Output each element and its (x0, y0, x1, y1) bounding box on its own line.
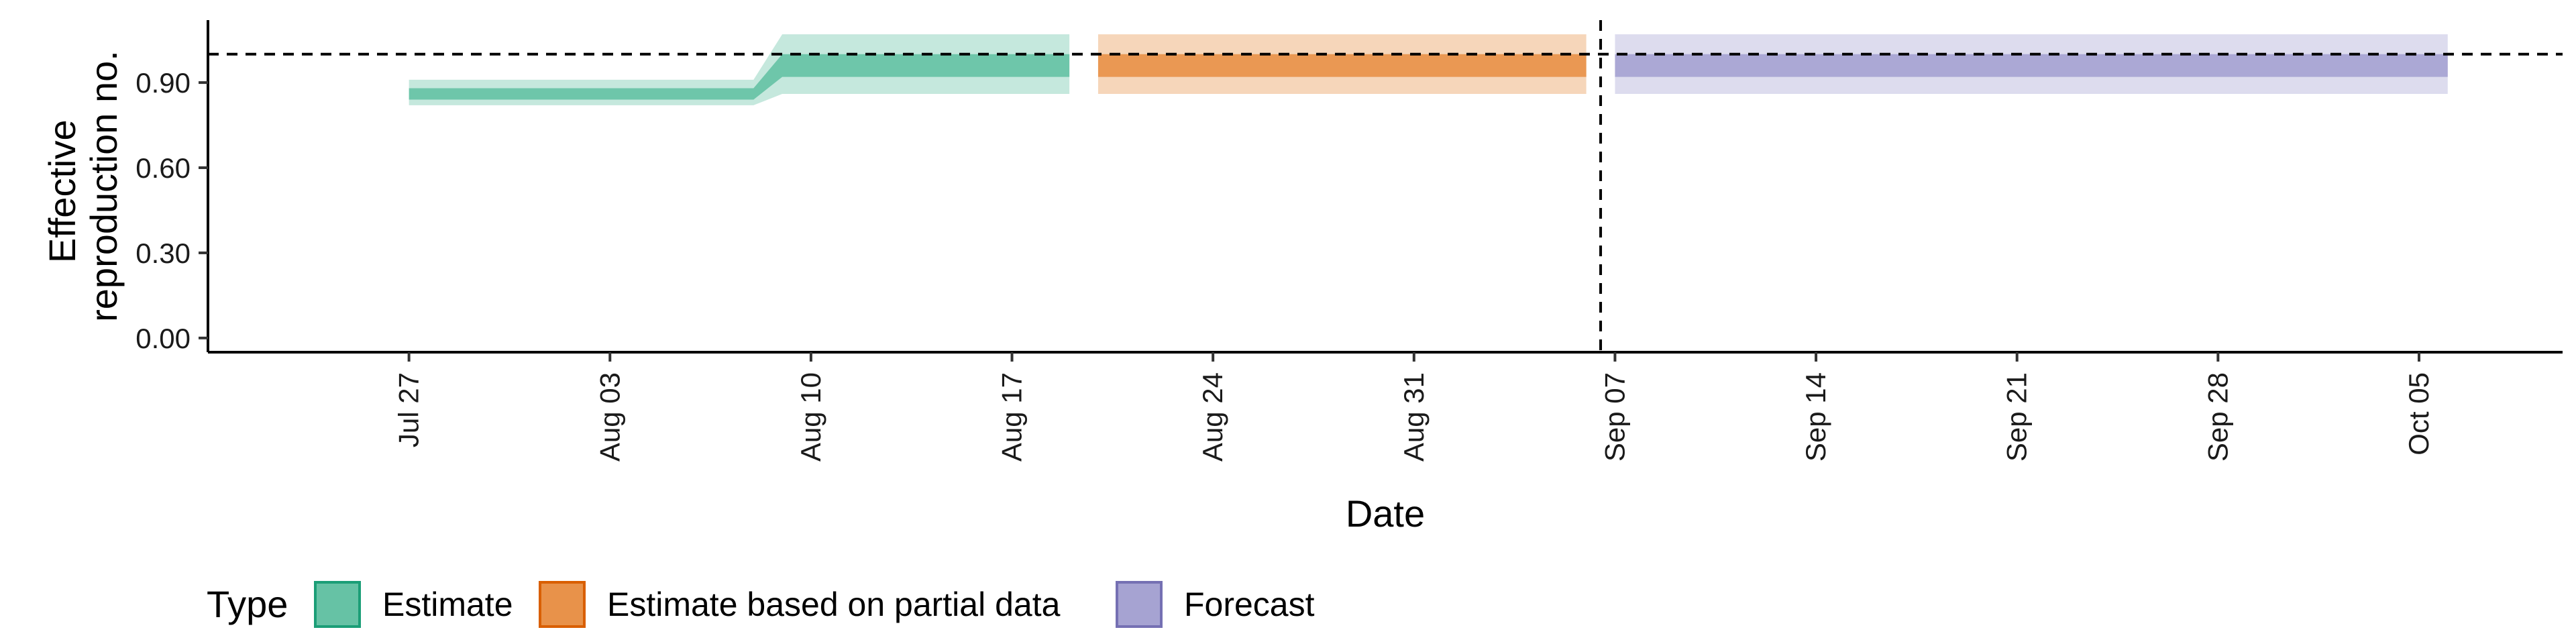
y-tick-label-1: 0.30 (136, 237, 191, 269)
x-tick-label-0: Jul 27 (393, 372, 425, 447)
y-tick-label-3: 0.90 (136, 67, 191, 99)
ribbon-50-2 (1615, 54, 2448, 77)
y-tick-label-0: 0.00 (136, 323, 191, 354)
legend-label-0: Estimate (382, 586, 513, 623)
axes-layer: 0.00 0.30 0.60 0.90 Jul 27 Aug 03 Aug 10 Aug 17… (136, 20, 2563, 462)
legend-label-2: Forecast (1184, 586, 1315, 623)
y-axis-title-line-1: Effective (41, 119, 83, 263)
x-tick-label-10: Oct 05 (2403, 372, 2434, 455)
ribbon-90-0 (409, 34, 1070, 105)
y-axis-title-line-2: reproduction no. (83, 50, 125, 322)
x-axis-title: Date (1346, 492, 1425, 535)
x-tick-label-1: Aug 03 (594, 372, 625, 462)
legend-label-1: Estimate based on partial data (607, 586, 1061, 623)
x-tick-label-8: Sep 21 (2001, 372, 2033, 462)
reference-lines (208, 20, 2563, 352)
ribbon-50-0 (409, 54, 1070, 100)
x-tick-label-7: Sep 14 (1800, 372, 1831, 462)
legend: Type Estimate Estimate based on partial d… (207, 581, 1315, 628)
x-tick-label-3: Aug 17 (996, 372, 1028, 462)
x-tick-label-6: Sep 07 (1599, 372, 1630, 462)
x-tick-label-2: Aug 10 (795, 372, 826, 462)
ribbon-50-1 (1097, 54, 1587, 77)
legend-title: Type (207, 583, 288, 625)
x-tick-label-5: Aug 31 (1398, 372, 1430, 462)
ribbon-layer (409, 34, 2448, 105)
x-tick-label-9: Sep 28 (2202, 372, 2233, 462)
legend-key-2 (1116, 581, 1163, 628)
x-tick-label-4: Aug 24 (1197, 372, 1228, 462)
legend-key-1 (539, 581, 586, 628)
y-axis-title: Effective reproduction no. (41, 50, 125, 322)
y-tick-label-2: 0.60 (136, 152, 191, 184)
legend-key-0 (314, 581, 361, 628)
